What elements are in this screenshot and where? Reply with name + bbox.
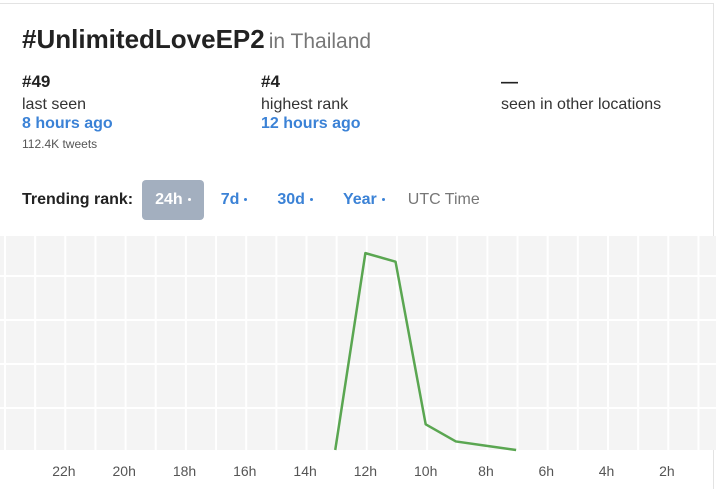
x-tick-label: 14h (293, 463, 316, 479)
controls-label: Trending rank: (22, 191, 134, 208)
x-tick-label: 18h (173, 463, 196, 479)
tab[interactable]: 30d (264, 180, 326, 220)
stat-label: last seen (22, 96, 87, 113)
stat-rank: #4 (261, 72, 280, 91)
x-tick-label: 4h (599, 463, 615, 479)
stat-note: 112.4K tweets (22, 137, 98, 151)
controls: Trending rank: 24h 7d 30d Year UTC Time (22, 180, 480, 220)
x-tick-label: 16h (233, 463, 256, 479)
x-tick-label: 8h (478, 463, 494, 479)
stat-label: seen in other locations (501, 96, 662, 113)
timezone[interactable]: UTC Time (407, 191, 480, 208)
trend-line (334, 251, 517, 452)
stat-time[interactable]: 8 hours ago (22, 115, 113, 132)
stat: — seen in other locations (501, 72, 661, 115)
stat-rank: — (501, 72, 518, 91)
tab[interactable]: 7d (208, 180, 261, 220)
hashtag: #UnlimitedLoveEP2 (22, 24, 265, 54)
x-tick-label: 10h (414, 463, 437, 479)
location: in Thailand (268, 30, 372, 53)
title: #UnlimitedLoveEP2 in Thailand (22, 24, 371, 55)
stat: #4 highest rank 12 hours ago (261, 72, 361, 137)
x-tick-label: 2h (659, 463, 675, 479)
x-tick-label: 6h (538, 463, 554, 479)
stat: #49 last seen 8 hours ago 112.4K tweets (22, 72, 113, 151)
tab[interactable]: Year (330, 180, 398, 220)
tab[interactable]: 24h (142, 180, 204, 220)
grid (0, 275, 716, 409)
x-tick-label: 12h (354, 463, 377, 479)
tabs: 24h 7d 30d Year (142, 180, 402, 220)
x-tick-label: 20h (113, 463, 136, 479)
x-tick-label: 22h (52, 463, 75, 479)
stat-time[interactable]: 12 hours ago (261, 115, 361, 132)
stat-label: highest rank (261, 96, 349, 113)
stat-rank: #49 (22, 72, 51, 91)
grid (0, 236, 716, 450)
